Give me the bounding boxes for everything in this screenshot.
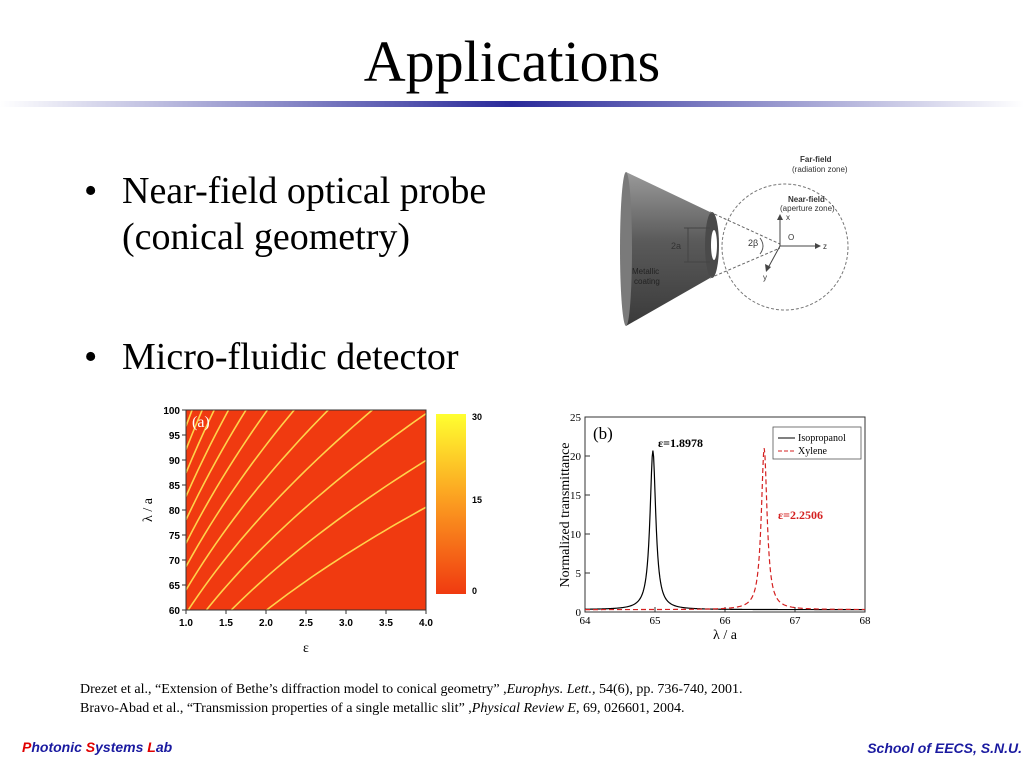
aperture-size-label: 2a	[671, 241, 681, 251]
heatmap-contour-line	[186, 410, 247, 521]
heatmap-panel-label: (a)	[192, 414, 210, 431]
isopropanol-series-line	[584, 450, 865, 611]
transmittance-x-tick-label: 66	[720, 615, 732, 627]
xylene-annotation: ε=2.2506	[778, 508, 823, 522]
near-field-label: Near-field	[788, 195, 825, 204]
heatmap-contours	[186, 400, 426, 610]
heatmap-contour-line	[230, 459, 426, 610]
heatmap-x-tick-label: 3.5	[379, 618, 393, 629]
heatmap-colorbar	[436, 414, 466, 594]
far-field-label: Far-field	[800, 155, 832, 164]
transmittance-y-tick-label: 15	[570, 490, 582, 502]
heatmap-y-tick-label: 60	[169, 606, 181, 617]
heatmap-x-tick-label: 1.5	[219, 618, 233, 629]
heatmap-y-tick-label: 95	[169, 431, 181, 442]
footer-lab-name: Photonic Systems Lab	[22, 739, 173, 755]
transmittance-chart: 64 65 66 67 68 0 5 10 15 20 25 (b) ε=1.8978 ε=2.25…	[558, 412, 872, 643]
heatmap-chart: (a) 1.0 1.5 2.0 2.5 3.0 3.5 4.0 60 65 70 75 80 85 90 9…	[141, 400, 482, 656]
reference-item: Bravo-Abad et al., “Transmission propert…	[80, 701, 685, 716]
axis-x-label: x	[786, 213, 790, 222]
transmittance-y-tick-label: 0	[576, 607, 582, 619]
heatmap-x-tick-label: 3.0	[339, 618, 353, 629]
probe-cone-base	[620, 172, 632, 326]
heatmap-contour-line	[186, 410, 230, 497]
heatmap-contour-line	[205, 412, 426, 610]
heatmap-y-tick-label: 65	[169, 581, 181, 592]
slide-title: Applications	[363, 29, 661, 94]
transmittance-y-tick-label: 5	[576, 568, 582, 580]
transmittance-legend: Isopropanol Xylene	[772, 426, 862, 460]
heatmap-contour-line	[186, 400, 426, 403]
transmittance-panel-label: (b)	[593, 424, 613, 443]
heatmap-x-axis-label: ε	[303, 641, 309, 656]
footer-school: School of EECS, S.N.U.	[867, 740, 1022, 756]
coating-label-1: Metallic	[632, 267, 659, 276]
transmittance-y-tick-label: 10	[570, 529, 582, 541]
probe-aperture	[711, 230, 717, 260]
transmittance-y-axis-label: Normalized transmittance	[558, 443, 573, 588]
near-field-circle	[721, 183, 849, 311]
axis-y-label: y	[763, 273, 767, 282]
heatmap-contour-line	[186, 410, 296, 567]
heatmap-x-tick-label: 2.5	[299, 618, 313, 629]
radiation-zone-label: (radiation zone)	[792, 165, 848, 174]
bullet-list: • Near-field optical probe (conical geomet…	[84, 168, 486, 380]
transmittance-x-tick-label: 65	[650, 615, 662, 627]
angle-label: 2β	[748, 238, 758, 248]
probe-cone	[626, 172, 710, 326]
heatmap-x-tick-label: 1.0	[179, 618, 193, 629]
aperture-zone-label: (aperture zone)	[780, 204, 835, 213]
xylene-series-line	[585, 448, 866, 611]
reference-item: Drezet et al., “Extension of Bethe’s dif…	[80, 682, 743, 697]
legend-xylene: Xylene	[798, 446, 827, 457]
transmittance-x-tick-label: 64	[580, 615, 592, 627]
colorbar-tick-label: 30	[472, 412, 482, 422]
colorbar-tick-label: 15	[472, 495, 482, 505]
heatmap-y-tick-label: 90	[169, 456, 181, 467]
bullet-item: • Micro-fluidic detector	[84, 336, 459, 378]
origin-label: O	[788, 233, 794, 242]
transmittance-y-tick-label: 20	[570, 451, 582, 463]
heatmap-y-tick-label: 85	[169, 481, 181, 492]
heatmap-y-tick-label: 80	[169, 506, 181, 517]
references: Drezet et al., “Extension of Bethe’s dif…	[80, 680, 743, 718]
heatmap-y-tick-label: 100	[163, 406, 180, 417]
bullet-text-continued: (conical geometry)	[122, 216, 411, 258]
bullet-item: • Near-field optical probe (conical geomet…	[84, 170, 487, 258]
heatmap-y-tick-label: 75	[169, 531, 181, 542]
transmittance-x-tick-label: 67	[790, 615, 802, 627]
heatmap-contour-line	[186, 410, 330, 591]
legend-isopropanol: Isopropanol	[798, 433, 846, 444]
bullet-text: Micro-fluidic detector	[122, 336, 459, 378]
probe-diagram: Far-field (radiation zone) Near-field (a…	[620, 155, 849, 326]
heatmap-contour-line	[187, 410, 374, 610]
coating-label-2: coating	[634, 277, 660, 286]
heatmap-x-tick-label: 4.0	[419, 618, 433, 629]
heatmap-x-tick-label: 2.0	[259, 618, 273, 629]
colorbar-tick-label: 0	[472, 586, 477, 596]
transmittance-y-tick-label: 25	[570, 412, 582, 424]
isopropanol-annotation: ε=1.8978	[658, 436, 703, 450]
heatmap-contour-line	[186, 410, 269, 544]
title-divider	[0, 101, 1024, 107]
heatmap-contour-line	[265, 506, 426, 610]
heatmap-y-axis-label: λ / a	[141, 497, 156, 522]
axis-z-label: z	[823, 242, 827, 251]
transmittance-x-tick-label: 68	[860, 615, 872, 627]
bullet-text: Near-field optical probe	[122, 170, 487, 212]
transmittance-x-axis-label: λ / a	[713, 628, 738, 643]
heatmap-y-tick-label: 70	[169, 556, 181, 567]
